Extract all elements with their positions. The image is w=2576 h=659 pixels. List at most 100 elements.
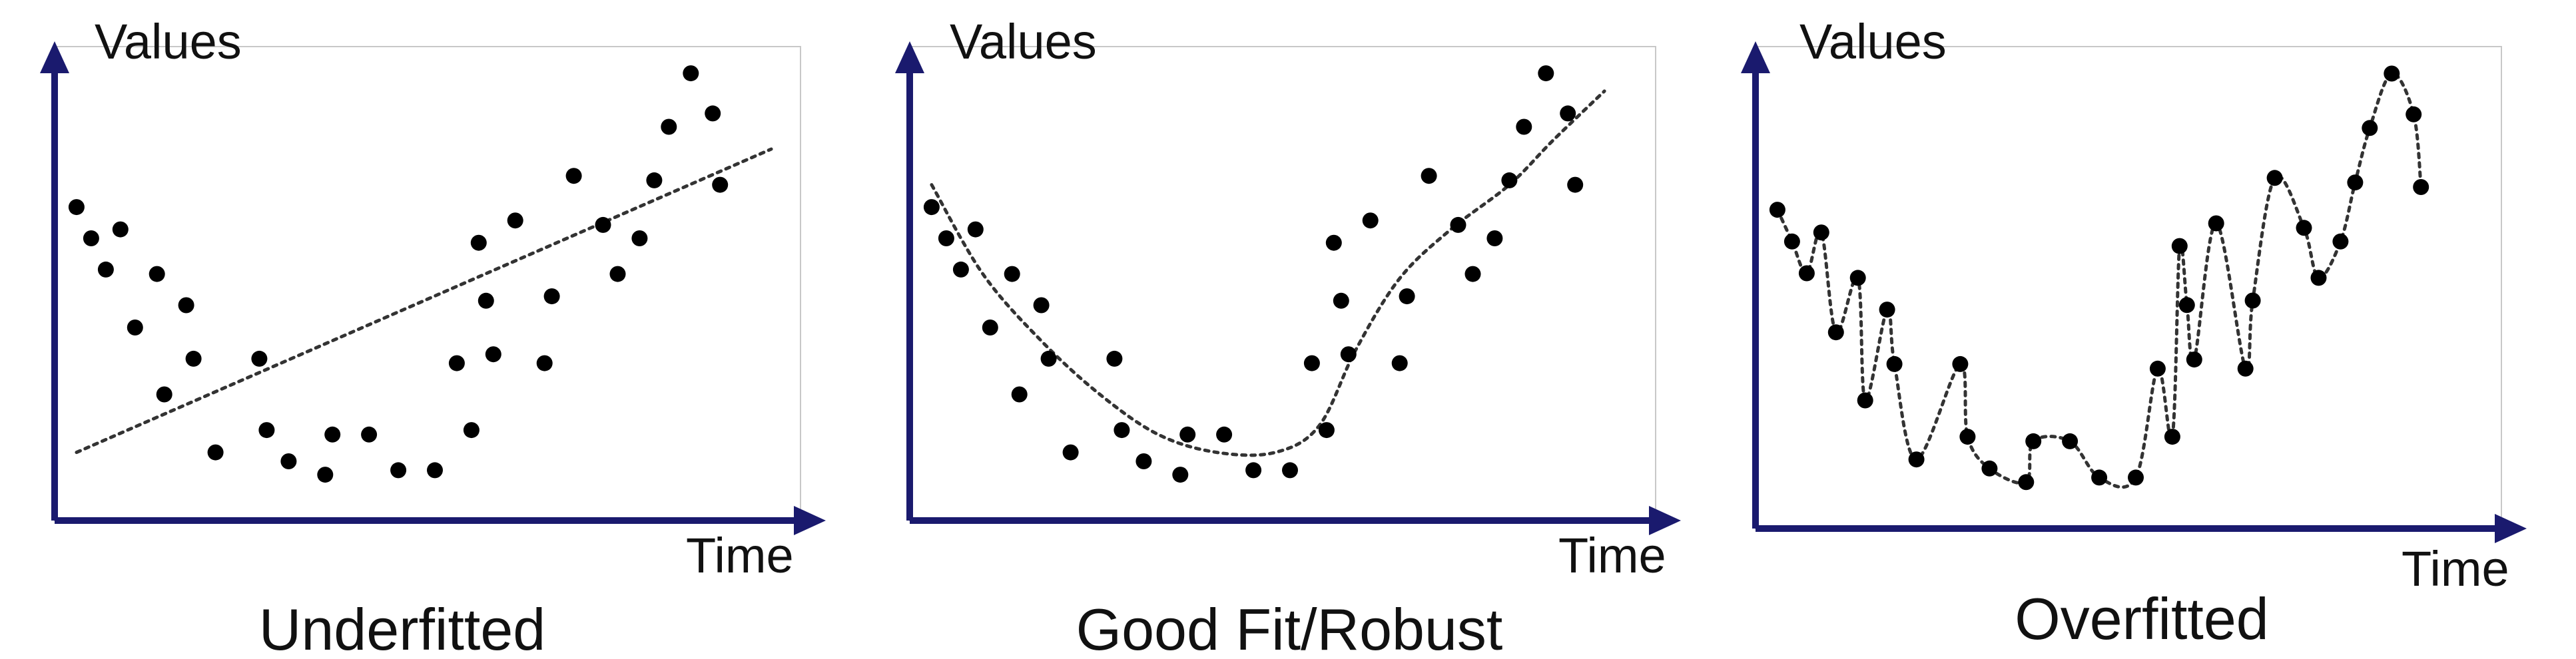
data-point-10 <box>1908 451 1925 468</box>
data-point-20 <box>463 422 480 439</box>
points-layer <box>923 65 1584 483</box>
points-layer <box>1769 65 2429 491</box>
data-point-28 <box>595 216 611 233</box>
data-point-29 <box>2310 270 2327 286</box>
data-point-14 <box>317 467 334 483</box>
data-point-2 <box>938 230 954 246</box>
data-point-26 <box>543 288 560 305</box>
data-point-19 <box>448 355 465 371</box>
data-point-31 <box>1501 172 1518 188</box>
data-point-14 <box>2018 474 2035 491</box>
data-point-2 <box>83 230 99 246</box>
data-point-35 <box>1567 176 1584 193</box>
data-point-33 <box>683 65 699 82</box>
data-point-6 <box>1004 266 1020 282</box>
data-point-33 <box>1538 65 1554 82</box>
fit-line-layer <box>75 147 773 455</box>
panel-overfitted: Values Time Overfitted <box>1741 14 2527 652</box>
data-point-4 <box>112 221 129 238</box>
data-point-2 <box>1783 233 1800 250</box>
data-point-17 <box>390 462 407 479</box>
x-axis-label: Time <box>686 528 794 583</box>
data-point-32 <box>2362 120 2378 136</box>
data-point-13 <box>1135 453 1152 469</box>
data-point-14 <box>1172 467 1189 483</box>
data-point-22 <box>2178 297 2195 314</box>
data-point-32 <box>661 118 677 135</box>
plot-frame <box>54 46 801 521</box>
fit-curve-layer <box>930 89 1606 457</box>
data-point-30 <box>2332 233 2349 250</box>
data-point-30 <box>631 230 648 246</box>
data-point-24 <box>507 212 523 229</box>
data-point-6 <box>149 266 165 282</box>
data-point-31 <box>2347 174 2364 191</box>
x-axis-arrowhead <box>794 506 826 535</box>
data-point-1 <box>68 199 85 216</box>
data-point-29 <box>1464 266 1481 282</box>
data-point-5 <box>982 320 998 335</box>
data-point-1 <box>1769 202 1785 218</box>
data-point-24 <box>1362 212 1379 229</box>
data-point-22 <box>478 292 494 309</box>
y-axis-arrowhead <box>40 41 69 73</box>
data-point-17 <box>2091 469 2108 486</box>
data-point-27 <box>565 168 582 184</box>
data-point-16 <box>1216 426 1233 443</box>
data-point-30 <box>1486 230 1503 246</box>
data-point-6 <box>1849 270 1866 286</box>
y-axis-label: Values <box>95 14 242 69</box>
data-point-29 <box>609 266 626 282</box>
linear-fit-line <box>75 147 773 455</box>
data-point-21 <box>470 234 487 251</box>
y-axis-arrowhead <box>1741 41 1770 73</box>
data-point-15 <box>1179 426 1196 443</box>
data-point-15 <box>2025 433 2042 449</box>
x-axis-label: Time <box>1558 528 1666 583</box>
data-point-12 <box>1114 422 1130 439</box>
data-point-8 <box>1879 302 1895 318</box>
data-point-8 <box>1033 297 1050 314</box>
data-point-3 <box>97 261 114 278</box>
data-point-23 <box>485 346 501 363</box>
data-point-21 <box>2171 238 2188 254</box>
data-point-23 <box>2186 351 2202 368</box>
data-point-11 <box>1106 350 1123 367</box>
data-point-5 <box>127 320 143 335</box>
data-point-9 <box>185 350 202 367</box>
data-point-9 <box>1886 355 1903 372</box>
data-point-23 <box>1340 346 1357 363</box>
data-point-7 <box>156 386 172 403</box>
data-point-10 <box>207 444 224 461</box>
data-point-34 <box>1560 105 1576 122</box>
data-point-11 <box>251 350 268 367</box>
data-point-12 <box>1959 429 1976 445</box>
points-layer <box>68 65 729 483</box>
y-axis-arrowhead <box>895 41 924 73</box>
data-point-7 <box>1857 392 1873 409</box>
data-point-18 <box>2128 469 2144 486</box>
data-point-27 <box>2266 170 2283 186</box>
plot-frame <box>1755 46 2502 529</box>
x-axis-label: Time <box>2402 541 2509 596</box>
x-axis-arrowhead <box>2495 514 2527 543</box>
data-point-34 <box>2406 106 2422 122</box>
data-point-7 <box>1011 386 1028 403</box>
chart-title: Overfitted <box>2015 586 2268 652</box>
data-point-15 <box>324 426 341 443</box>
data-point-28 <box>1450 216 1466 233</box>
panel-good-fit: Values Time Good Fit/Robust <box>895 14 1681 659</box>
data-point-20 <box>2164 429 2180 445</box>
data-point-13 <box>1981 460 1998 477</box>
data-point-16 <box>361 426 378 443</box>
data-point-35 <box>712 176 729 193</box>
y-axis-label: Values <box>1799 14 1947 69</box>
data-point-25 <box>2237 360 2254 377</box>
data-point-11 <box>1952 355 1969 372</box>
data-point-12 <box>258 422 275 439</box>
data-point-5 <box>1827 324 1844 341</box>
data-point-18 <box>427 462 443 479</box>
data-point-9 <box>1040 350 1057 367</box>
data-point-34 <box>705 105 721 122</box>
